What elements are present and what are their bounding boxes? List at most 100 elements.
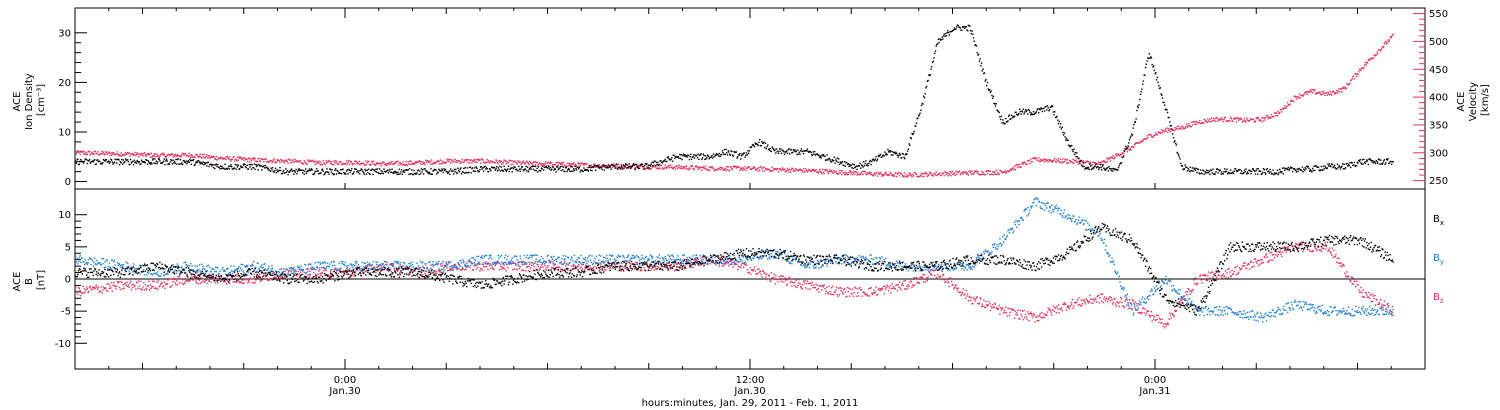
bz-series-point [102,289,104,291]
density-series-point [988,89,990,92]
bz-series-point [328,276,330,278]
velocity-series-point [286,160,288,163]
velocity-series-point [1135,142,1137,144]
velocity-series-point [1292,100,1294,103]
density-series-point [1155,72,1157,74]
density-series-point [1166,111,1169,114]
density-series-point [944,35,946,37]
velocity-series-point [1345,87,1347,90]
velocity-series-point [1016,164,1018,166]
density-series-point [1071,144,1073,147]
bz-series-point [584,269,586,271]
velocity-series-point [876,171,878,174]
velocity-series-point [1232,120,1234,122]
bz-series-point [240,281,242,284]
bz-series-point [743,263,745,266]
density-series-point [1262,171,1264,174]
density-series-point [1128,142,1130,144]
velocity-series-point [723,169,725,171]
velocity-series-point [1076,161,1079,163]
density-series-point [1391,160,1394,163]
velocity-series-point [330,163,332,165]
density-series-point [231,168,234,170]
density-series-point [322,170,324,172]
bz-series-point [630,264,632,266]
density-series-point [1053,114,1055,116]
velocity-series-point [437,159,439,162]
velocity-series-point [696,165,698,168]
density-series-point [608,166,611,168]
bz-series-point [248,281,250,283]
velocity-series-point [869,173,871,175]
velocity-series-point [1375,54,1377,56]
density-series-point [441,168,443,170]
velocity-series-point [935,171,937,173]
velocity-series-point [1385,40,1387,43]
velocity-series-point [454,158,456,160]
bz-series-point [679,267,681,269]
bz-series-point [526,266,528,269]
density-series-point [595,169,597,171]
density-series-point [556,166,558,168]
density-series-point [581,169,583,171]
density-series-point [759,138,761,141]
velocity-series-point [1273,112,1276,115]
density-series-point [228,168,231,170]
bz-series-point [267,278,269,280]
density-series-point [1168,116,1170,119]
velocity-series-point [312,159,314,161]
density-series-point [541,168,543,170]
density-series-point [118,159,120,161]
density-series-point [1160,93,1162,95]
density-series-point [743,152,745,154]
velocity-series-point [652,166,654,168]
bz-series-point [865,293,868,296]
velocity-series-point [475,158,477,161]
bz-series-point [1019,318,1021,320]
velocity-series-point [904,175,907,177]
density-series-point [324,172,327,174]
bz-series-point [872,292,874,294]
bz-series-point [151,286,153,288]
density-series-point [353,171,355,173]
velocity-series-point [954,174,956,176]
density-series-point [354,168,356,170]
velocity-series-point [236,159,238,162]
density-series-point [728,151,730,153]
density-series-point [732,155,734,157]
bz-series-point [302,273,304,275]
density-series-point [1183,168,1185,171]
velocity-series-point [288,158,290,160]
bz-series-point [104,287,106,289]
density-series-point [1281,167,1284,169]
velocity-series-point [875,172,877,174]
bz-series-point [320,274,322,277]
bz-series-point [888,287,890,289]
velocity-series-point [761,167,763,170]
bz-series-point [723,264,725,267]
velocity-series-point [733,166,735,168]
density-series-point [685,155,687,158]
density-series-point [964,27,966,30]
density-series-point [1333,164,1336,166]
bz-series-point [576,265,578,268]
density-series-point [109,161,111,163]
density-series-point [1202,169,1205,172]
density-series-point [101,163,103,165]
bz-series-point [532,262,534,264]
density-series-point [1045,105,1047,108]
bz-series-point [579,267,581,269]
density-series-point [1327,163,1329,165]
bz-series-point [962,288,964,290]
velocity-series-point [374,164,376,166]
density-series-point [1172,137,1175,139]
bz-series-point [967,300,970,302]
velocity-series-point [761,170,764,172]
velocity-series-point [1002,172,1004,174]
velocity-series-point [826,169,828,171]
velocity-series-point [1287,101,1289,104]
bz-series-point [581,268,584,270]
bz-series-point [355,269,357,271]
density-series-point [802,152,805,155]
velocity-series-point [469,162,471,164]
